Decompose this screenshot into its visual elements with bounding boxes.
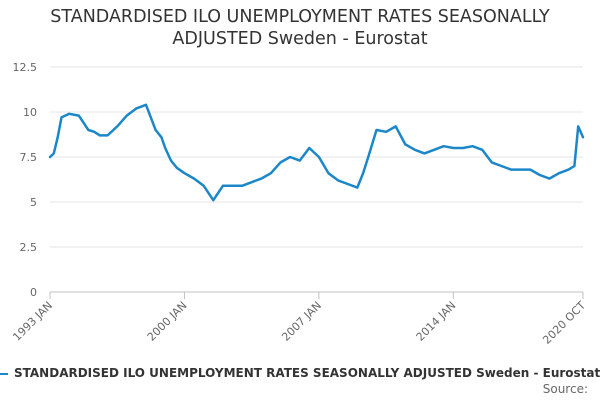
legend[interactable]: STANDARDISED ILO UNEMPLOYMENT RATES SEAS…	[0, 365, 600, 383]
chart-title-line-1: STANDARDISED ILO UNEMPLOYMENT RATES SEAS…	[50, 7, 550, 27]
series-line[interactable]	[48, 103, 585, 202]
y-tick-label: 0	[30, 286, 37, 299]
x-tick-label: 1993 JAN	[10, 299, 55, 344]
source-label: Source:	[542, 382, 588, 396]
legend-swatch	[0, 373, 8, 375]
y-tick-label: 12.5	[13, 61, 38, 74]
chart-title-line-2: ADJUSTED Sweden - Eurostat	[172, 29, 428, 49]
y-tick-label: 10	[23, 106, 37, 119]
y-tick-label: 5	[30, 196, 37, 209]
series-layer	[48, 103, 585, 202]
x-tick-label: 2000 JAN	[145, 299, 190, 344]
grid-lines	[50, 66, 583, 293]
chart-title: STANDARDISED ILO UNEMPLOYMENT RATES SEAS…	[0, 6, 600, 50]
x-tick-label: 2014 JAN	[414, 299, 459, 344]
x-tick-label: 2007 JAN	[279, 299, 324, 344]
legend-label: STANDARDISED ILO UNEMPLOYMENT RATES SEAS…	[14, 366, 600, 380]
y-tick-label: 2.5	[20, 241, 38, 254]
x-tick-label: 2020 OCT	[540, 299, 588, 347]
axes: 0 2.5 5 7.5 10 12.5 1993 JAN 2000 JAN 2007 JAN 20…	[10, 61, 588, 347]
y-tick-label: 7.5	[20, 151, 38, 164]
